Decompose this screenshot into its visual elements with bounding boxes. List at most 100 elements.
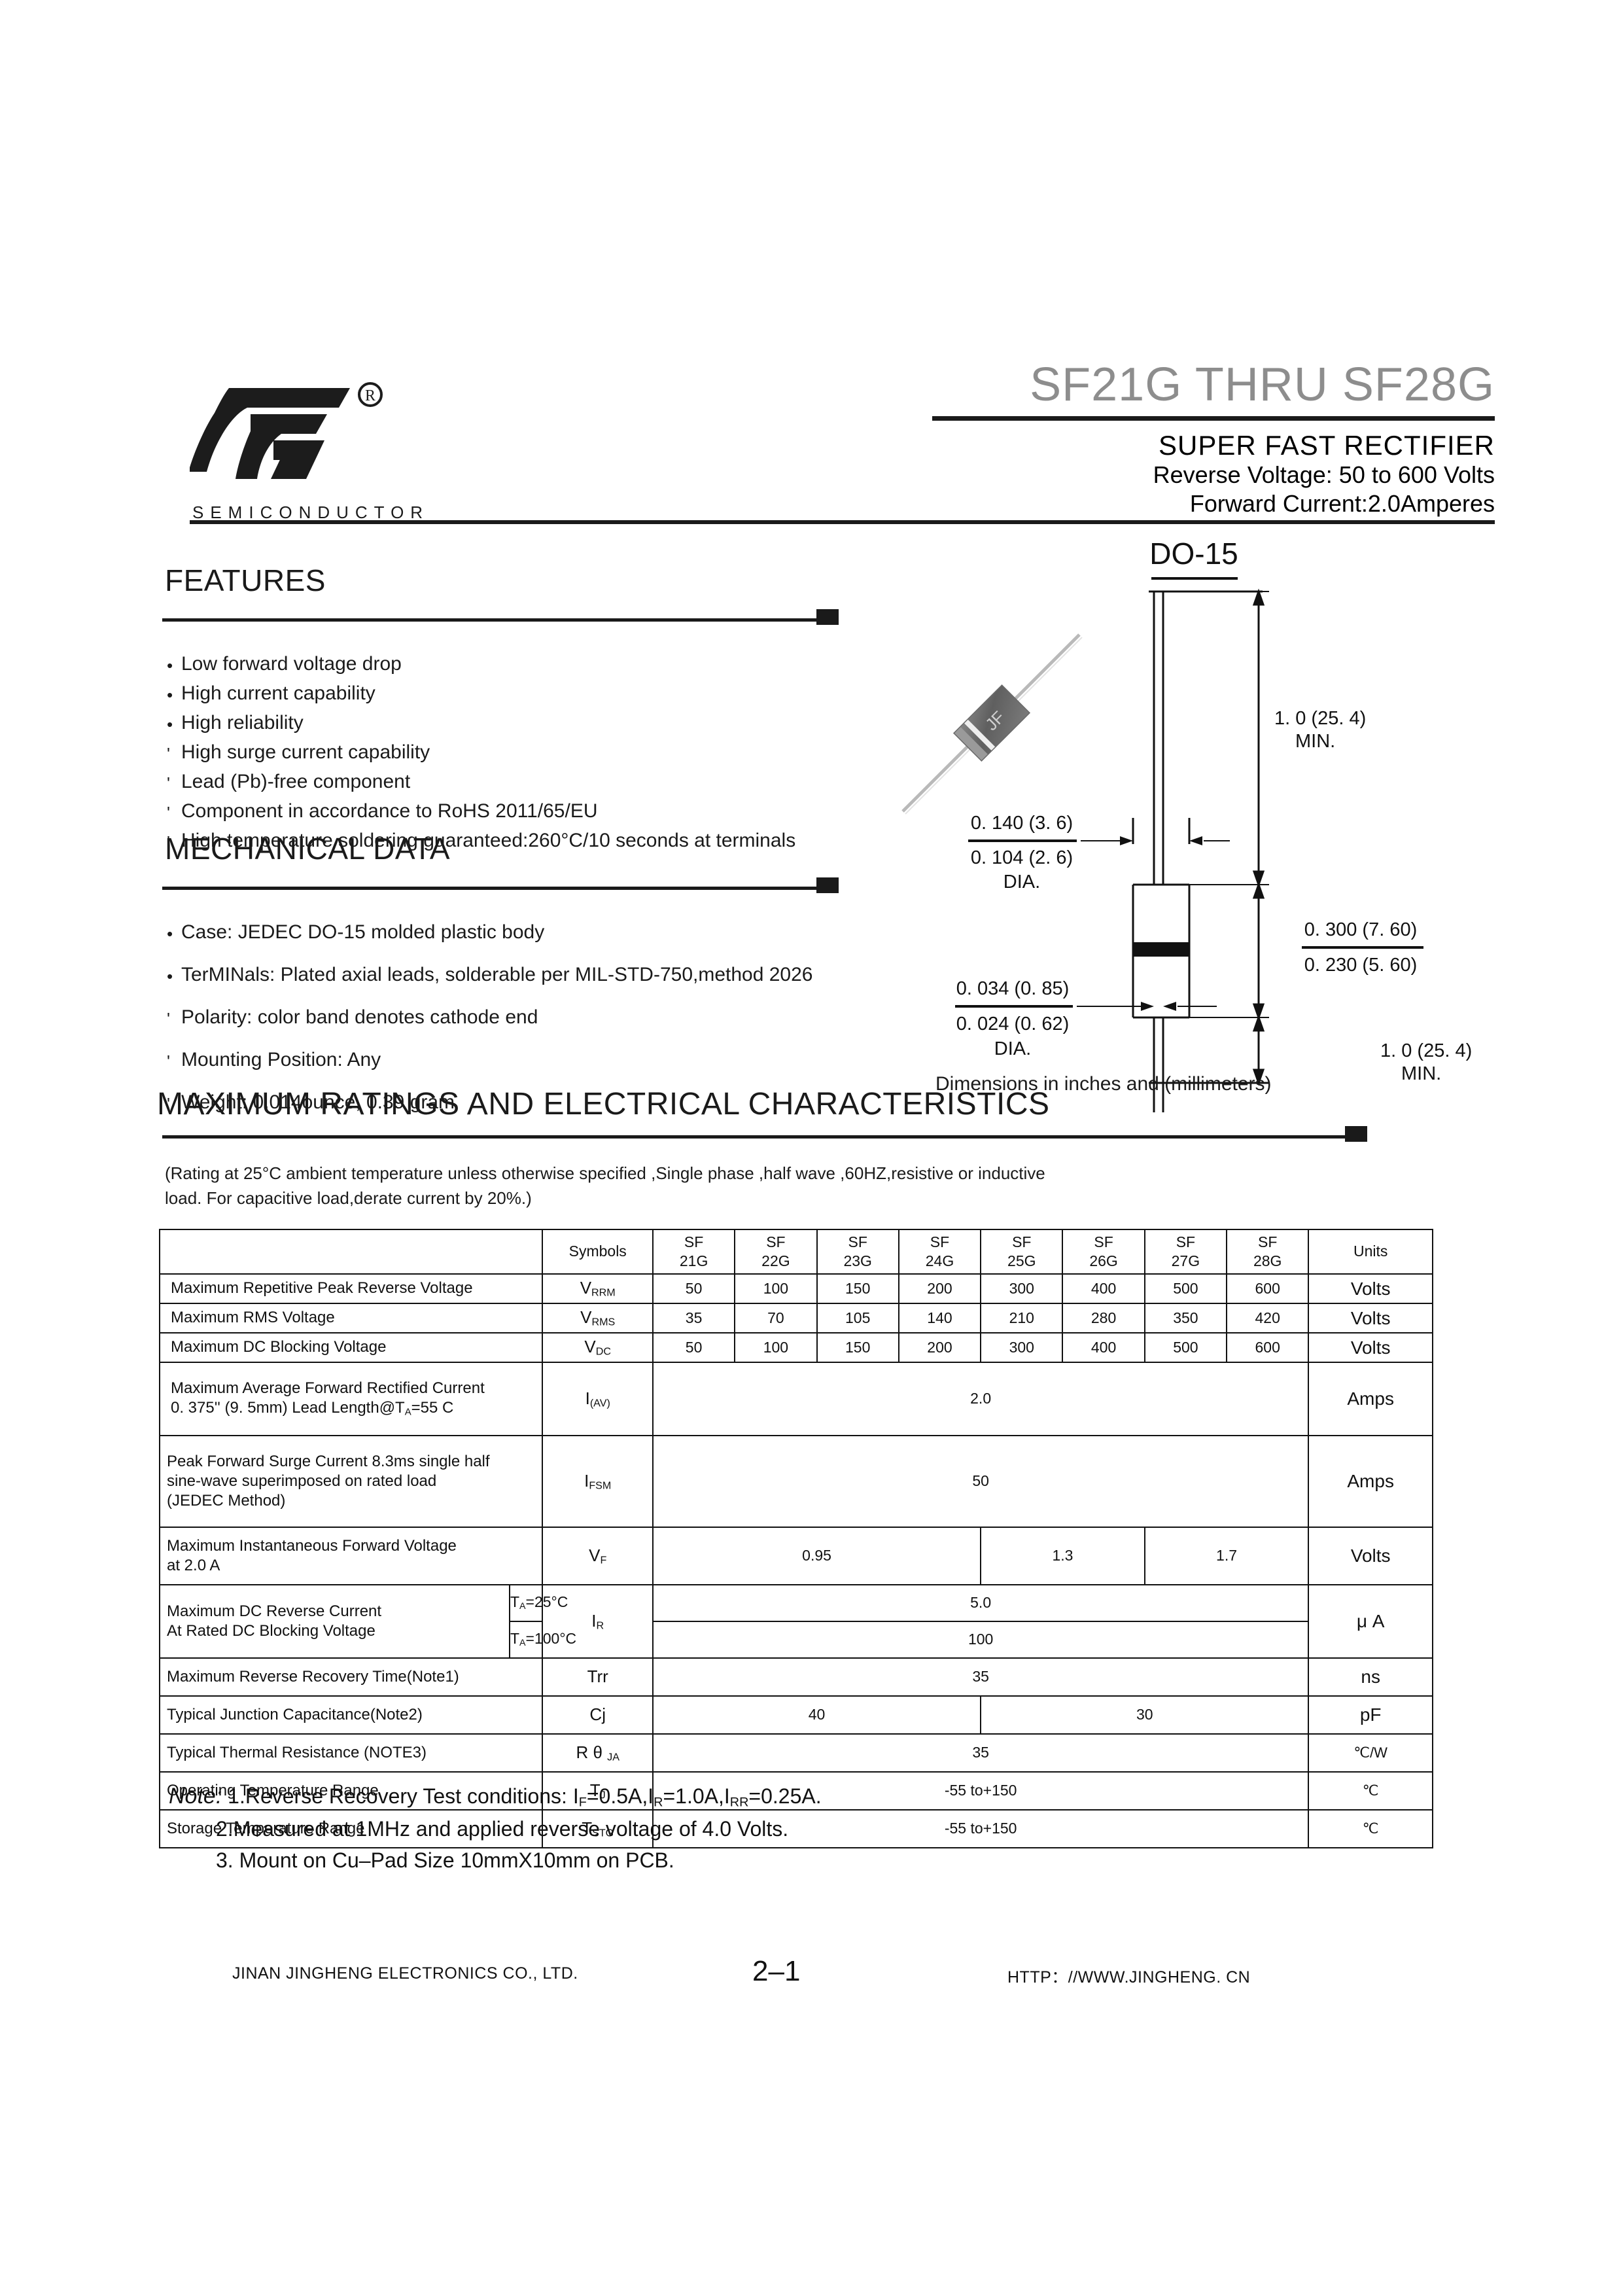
svg-text:0. 104 (2. 6): 0. 104 (2. 6) bbox=[971, 847, 1073, 868]
table-row: Maximum DC Blocking Voltage VDC 50 100 1… bbox=[158, 1332, 1433, 1363]
row-label-ir: Maximum DC Reverse Current At Rated DC B… bbox=[159, 1583, 510, 1659]
bullet-icon: ' bbox=[167, 1051, 170, 1071]
mechanical-text: Weight: 0.014ounce, 0.39 gram bbox=[181, 1091, 455, 1113]
cell-value: -55 to+150 bbox=[652, 1771, 1310, 1810]
dim-bottom-lead-min: MIN. bbox=[1401, 1063, 1441, 1084]
list-item: ' Weight: 0.014ounce, 0.39 gram bbox=[167, 1091, 812, 1114]
cell-value: 600 bbox=[1226, 1273, 1310, 1304]
cell-value: 210 bbox=[980, 1302, 1064, 1333]
list-item: • Low forward voltage drop bbox=[167, 654, 795, 675]
dim-top-lead-value: 1. 0 (25. 4) bbox=[1274, 708, 1366, 729]
cell-unit: ℃ bbox=[1308, 1771, 1433, 1810]
cell-value: 150 bbox=[816, 1273, 899, 1304]
row-symbol-vrrm: VRRM bbox=[542, 1273, 654, 1304]
cell-value: 35 bbox=[652, 1302, 736, 1333]
cell-unit: ℃ bbox=[1308, 1809, 1433, 1848]
cell-unit: Volts bbox=[1308, 1273, 1433, 1304]
table-row: Operating Temperature Range TJ -55 to+15… bbox=[158, 1771, 1433, 1810]
col-part-sf23g: SF 23G bbox=[816, 1229, 899, 1275]
cell-value: 500 bbox=[1143, 1273, 1228, 1304]
features-rule-cap bbox=[816, 609, 839, 625]
bullet-icon: • bbox=[167, 685, 173, 705]
specifications-table-wrap: Symbols SF 21G SF 22G SF 23G SF 24G SF 25G SF… bbox=[158, 1229, 1433, 1848]
bullet-icon: • bbox=[167, 656, 173, 675]
svg-text:0. 034 (0. 85): 0. 034 (0. 85) bbox=[956, 978, 1070, 999]
header-title-block: SF21G THRU SF28G SUPER FAST RECTIFIER Re… bbox=[932, 361, 1495, 518]
feature-text: High temperature soldering guaranteed:26… bbox=[181, 830, 796, 851]
list-item: • High reliability bbox=[167, 713, 795, 733]
col-part-sf26g: SF 26G bbox=[1062, 1229, 1145, 1275]
table-row: Maximum Instantaneous Forward Voltage at… bbox=[158, 1526, 1433, 1585]
dim-body-length: 0. 300 (7. 60) 0. 230 (5. 60) bbox=[1252, 881, 1423, 1021]
table-row: Maximum Average Forward Rectified Curren… bbox=[158, 1361, 1433, 1436]
col-part-sf22g: SF 22G bbox=[734, 1229, 818, 1275]
list-item: • TerMINals: Plated axial leads, solderab… bbox=[167, 965, 812, 985]
note-1: Note: 1.Reverse Recovery Test conditions… bbox=[169, 1784, 822, 1810]
cell-value: 1.7 bbox=[1143, 1526, 1310, 1585]
svg-text:0. 140 (3. 6): 0. 140 (3. 6) bbox=[971, 813, 1073, 834]
row-label-cj: Typical Junction Capacitance(Note2) bbox=[158, 1695, 544, 1735]
table-row: Storage Temperature Range TSTG -55 to+15… bbox=[158, 1809, 1433, 1848]
feature-text: Lead (Pb)-free component bbox=[181, 771, 411, 792]
col-part-sf27g: SF 27G bbox=[1143, 1229, 1228, 1275]
table-row: Maximum Reverse Recovery Time(Note1) Trr… bbox=[158, 1657, 1433, 1697]
cell-value: 400 bbox=[1062, 1332, 1145, 1363]
ratings-intro: (Rating at 25°C ambient temperature unle… bbox=[165, 1161, 1045, 1210]
row-label-iav: Maximum Average Forward Rectified Curren… bbox=[158, 1361, 544, 1436]
list-item: • High current capability bbox=[167, 684, 795, 705]
feature-text: High reliability bbox=[181, 712, 304, 733]
cell-value: 2.0 bbox=[652, 1361, 1310, 1436]
forward-current-spec: Forward Current:2.0Amperes bbox=[1189, 489, 1495, 517]
col-part-sf25g: SF 25G bbox=[980, 1229, 1064, 1275]
footer-page-number: 2–1 bbox=[752, 1955, 801, 1987]
title-underline bbox=[932, 416, 1495, 421]
col-part-sf28g: SF 28G bbox=[1226, 1229, 1310, 1275]
cell-unit: μ A bbox=[1308, 1583, 1433, 1659]
bullet-icon: ' bbox=[167, 773, 170, 793]
page-title: SF21G THRU SF28G bbox=[1030, 359, 1495, 411]
cell-value: 50 bbox=[652, 1434, 1310, 1528]
feature-text: Component in accordance to RoHS 2011/65/… bbox=[181, 800, 598, 822]
cell-value: 140 bbox=[898, 1302, 982, 1333]
mechanical-text: Case: JEDEC DO-15 molded plastic body bbox=[181, 921, 545, 943]
footer-url[interactable]: HTTP：//WWW.JINGHENG. CN bbox=[1007, 1968, 1251, 1987]
cell-value: 350 bbox=[1143, 1302, 1228, 1333]
dim-top-lead bbox=[1252, 588, 1265, 888]
row-symbol-rth: R θ JA bbox=[542, 1733, 654, 1773]
cell-value: 600 bbox=[1226, 1332, 1310, 1363]
cell-value: 5.0 bbox=[652, 1583, 1310, 1622]
cell-unit: Volts bbox=[1308, 1526, 1433, 1585]
col-parameter bbox=[158, 1229, 544, 1275]
features-rule bbox=[162, 609, 839, 625]
note-2: 2.Measured at 1MHz and applied reverse v… bbox=[216, 1817, 789, 1841]
col-part-sf21g: SF 21G bbox=[652, 1229, 736, 1275]
ratings-intro-line2: load. For capacitive load,derate current… bbox=[165, 1188, 532, 1208]
cell-value: 50 bbox=[652, 1273, 736, 1304]
jingheng-logo-icon: R bbox=[190, 376, 406, 491]
list-item: ' Component in accordance to RoHS 2011/65… bbox=[167, 800, 795, 822]
bullet-icon: ' bbox=[167, 744, 170, 764]
table-row: Typical Junction Capacitance(Note2) Cj 4… bbox=[158, 1695, 1433, 1735]
row-label-vf: Maximum Instantaneous Forward Voltage at… bbox=[158, 1526, 544, 1585]
list-item: • Case: JEDEC DO-15 molded plastic body bbox=[167, 921, 812, 943]
cell-value: 500 bbox=[1143, 1332, 1228, 1363]
row-symbol-iav: I(AV) bbox=[542, 1361, 654, 1436]
bullet-icon: ' bbox=[167, 1094, 170, 1114]
table-row: Peak Forward Surge Current 8.3ms single … bbox=[158, 1434, 1433, 1528]
mechanical-rule bbox=[162, 877, 839, 893]
bullet-icon: ' bbox=[167, 803, 170, 822]
row-label-ifsm: Peak Forward Surge Current 8.3ms single … bbox=[158, 1434, 544, 1528]
reverse-voltage-spec: Reverse Voltage: 50 to 600 Volts bbox=[1153, 461, 1495, 489]
list-item: ' High surge current capability bbox=[167, 741, 795, 764]
row-label-tstg: Storage Temperature Range bbox=[158, 1809, 544, 1848]
list-item: ' Lead (Pb)-free component bbox=[167, 772, 795, 792]
feature-text: High surge current capability bbox=[181, 741, 430, 763]
row-symbol-ifsm: IFSM bbox=[542, 1434, 654, 1528]
cell-unit: ns bbox=[1308, 1657, 1433, 1697]
cell-value: 35 bbox=[652, 1657, 1310, 1697]
cell-unit: Amps bbox=[1308, 1434, 1433, 1528]
dim-bottom-lead bbox=[1252, 1014, 1265, 1086]
notes-block: Note: 1.Reverse Recovery Test conditions… bbox=[169, 1780, 822, 1876]
svg-text:R: R bbox=[365, 387, 375, 404]
